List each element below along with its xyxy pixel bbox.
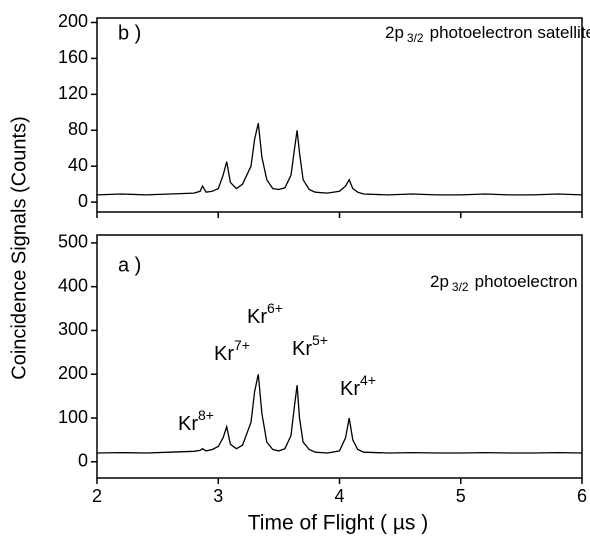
annotation-sub: 3/2 — [407, 31, 424, 45]
y-tick-label: 80 — [68, 119, 88, 139]
ion-name: Kr — [247, 306, 267, 328]
ion-charge: 8+ — [198, 407, 214, 423]
y-axis-title: Coincidence Signals (Counts) — [8, 116, 30, 379]
x-tick-label: 5 — [456, 486, 466, 506]
panel-label: a ) — [118, 254, 141, 276]
ion-charge: 7+ — [234, 337, 250, 353]
ion-charge: 5+ — [312, 332, 328, 348]
y-tick-label: 300 — [58, 319, 88, 339]
y-tick-label: 40 — [68, 155, 88, 175]
y-tick-label: 0 — [78, 451, 88, 471]
ion-name: Kr — [214, 343, 234, 365]
annotation-rest: photoelectron satellites — [430, 23, 590, 42]
x-axis-title: Time of Flight ( µs ) — [248, 512, 429, 535]
panel-label: b ) — [118, 22, 141, 44]
ion-name: Kr — [178, 413, 198, 435]
y-tick-label: 400 — [58, 275, 88, 295]
spectrum-line — [96, 374, 583, 454]
annotation: 2p 3/2 photoelectron — [430, 272, 578, 294]
annotation: 2p 3/2 photoelectron satellites — [385, 23, 590, 45]
x-tick-label: 4 — [334, 486, 344, 506]
plot-frame — [96, 234, 583, 479]
ion-label: Kr5+ — [292, 332, 328, 361]
y-tick-label: 200 — [58, 363, 88, 383]
y-tick-label: 160 — [58, 47, 88, 67]
y-tick-label: 0 — [78, 191, 88, 211]
ion-label: Kr6+ — [247, 300, 283, 329]
y-tick-label: 200 — [58, 11, 88, 31]
annotation-rest: photoelectron — [475, 272, 578, 291]
annotation-text: 2p — [385, 23, 404, 42]
annotation-sub: 3/2 — [452, 280, 469, 294]
ion-label: Kr4+ — [340, 372, 376, 401]
ion-charge: 6+ — [267, 300, 283, 316]
ion-name: Kr — [292, 338, 312, 360]
ion-label: Kr7+ — [214, 337, 250, 366]
x-tick-label: 6 — [577, 486, 587, 506]
annotation-text: 2p — [430, 272, 449, 291]
y-tick-label: 100 — [58, 407, 88, 427]
y-tick-label: 120 — [58, 83, 88, 103]
ion-name: Kr — [340, 378, 360, 400]
ion-label: Kr8+ — [178, 407, 214, 436]
x-tick-label: 3 — [213, 486, 223, 506]
y-tick-label: 500 — [58, 232, 88, 252]
x-tick-label: 2 — [92, 486, 102, 506]
ion-charge: 4+ — [360, 372, 376, 388]
spectrum-line — [96, 122, 583, 196]
plot-frame — [96, 17, 583, 213]
